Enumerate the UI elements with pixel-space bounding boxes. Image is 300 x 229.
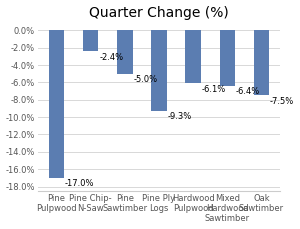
Text: -2.4%: -2.4%: [99, 52, 123, 62]
Text: -7.5%: -7.5%: [270, 97, 294, 106]
Text: -5.0%: -5.0%: [133, 75, 158, 84]
Bar: [254, 30, 269, 95]
Bar: [49, 30, 64, 178]
Title: Quarter Change (%): Quarter Change (%): [89, 5, 229, 19]
Bar: [220, 30, 235, 86]
Bar: [151, 30, 166, 111]
Text: -17.0%: -17.0%: [65, 179, 94, 188]
Text: -9.3%: -9.3%: [167, 112, 192, 121]
Text: -6.4%: -6.4%: [236, 87, 260, 96]
Bar: [83, 30, 98, 51]
Bar: [117, 30, 133, 74]
Text: -6.1%: -6.1%: [202, 85, 226, 94]
Bar: [185, 30, 201, 83]
